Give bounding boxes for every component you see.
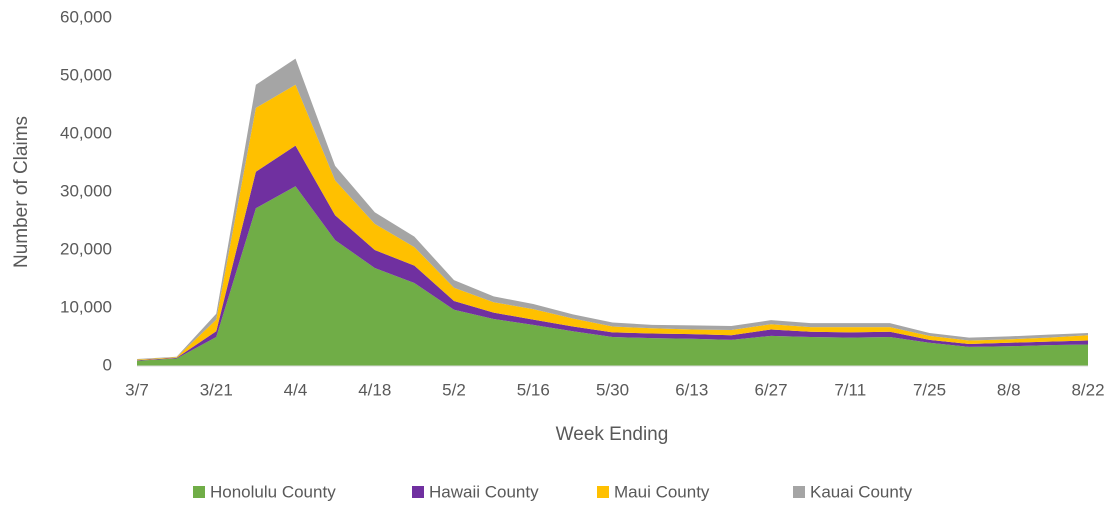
x-tick-label: 5/16 bbox=[517, 380, 550, 399]
legend-swatch bbox=[412, 486, 424, 498]
legend-label: Hawaii County bbox=[429, 482, 539, 501]
x-tick-label: 6/27 bbox=[754, 380, 787, 399]
y-tick-label: 40,000 bbox=[60, 123, 112, 142]
legend-swatch bbox=[597, 486, 609, 498]
legend-label: Kauai County bbox=[810, 482, 913, 501]
x-tick-label: 5/2 bbox=[442, 380, 466, 399]
x-tick-label: 3/21 bbox=[200, 380, 233, 399]
x-tick-label: 4/18 bbox=[358, 380, 391, 399]
x-tick-label: 4/4 bbox=[284, 380, 308, 399]
x-tick-label: 3/7 bbox=[125, 380, 149, 399]
y-tick-label: 0 bbox=[103, 355, 112, 374]
area bbox=[137, 186, 1088, 366]
y-tick-label: 50,000 bbox=[60, 65, 112, 84]
legend-label: Honolulu County bbox=[210, 482, 336, 501]
y-tick-label: 20,000 bbox=[60, 239, 112, 258]
x-tick-label: 8/22 bbox=[1071, 380, 1104, 399]
y-tick-label: 60,000 bbox=[60, 7, 112, 26]
x-tick-label: 5/30 bbox=[596, 380, 629, 399]
x-tick-label: 7/11 bbox=[834, 380, 866, 399]
x-tick-label: 8/8 bbox=[997, 380, 1021, 399]
x-axis-title: Week Ending bbox=[556, 424, 669, 445]
x-tick-label: 6/13 bbox=[675, 380, 708, 399]
y-tick-label: 10,000 bbox=[60, 297, 112, 316]
y-tick-label: 30,000 bbox=[60, 181, 112, 200]
legend-label: Maui County bbox=[614, 482, 710, 501]
legend-swatch bbox=[793, 486, 805, 498]
x-tick-label: 7/25 bbox=[913, 380, 946, 399]
legend-swatch bbox=[193, 486, 205, 498]
y-axis-title: Number of Claims bbox=[11, 116, 32, 268]
